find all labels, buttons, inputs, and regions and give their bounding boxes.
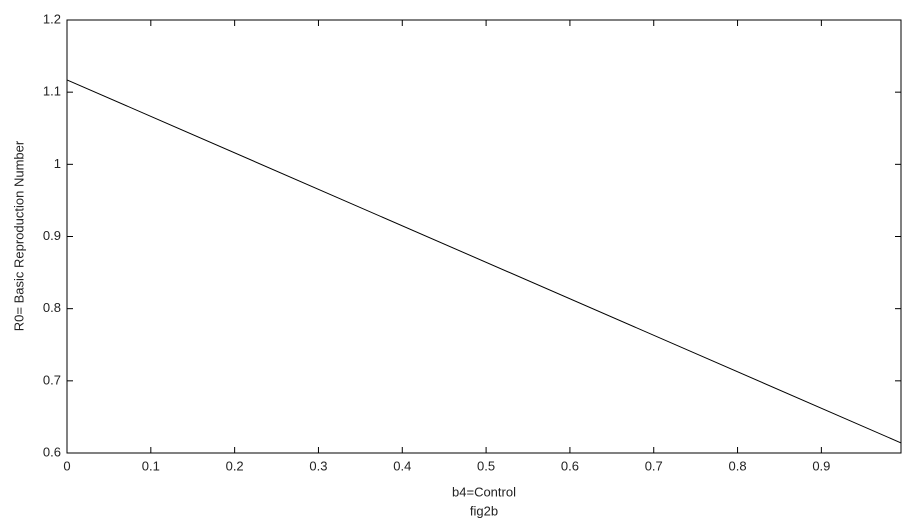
chart: b4=Control fig2b R0= Basic Reproduction … <box>0 0 902 527</box>
x-tick-label: 0.1 <box>142 458 160 473</box>
x-tick-label: 0.4 <box>393 458 411 473</box>
y-tick-label: 1 <box>54 156 61 171</box>
x-tick-label: 0.9 <box>812 458 830 473</box>
x-tick-label: 0.7 <box>645 458 663 473</box>
y-tick-label: 1.1 <box>43 84 61 99</box>
page: b4=Control fig2b R0= Basic Reproduction … <box>0 0 902 527</box>
caption: fig2b <box>470 503 498 518</box>
y-tick-label: 0.8 <box>43 300 61 315</box>
x-axis-label: b4=Control <box>452 484 516 499</box>
x-tick-label: 0.3 <box>309 458 327 473</box>
x-tick-label: 0 <box>63 458 70 473</box>
data-line <box>67 80 901 443</box>
x-tick-label: 0.5 <box>477 458 495 473</box>
y-axis-label: R0= Basic Reproduction Number <box>11 140 26 331</box>
y-tick-label: 1.2 <box>43 11 61 26</box>
y-tick-label: 0.9 <box>43 228 61 243</box>
x-tick-label: 0.2 <box>226 458 244 473</box>
x-tick-label: 0.6 <box>561 458 579 473</box>
y-tick-label: 0.7 <box>43 372 61 387</box>
y-tick-label: 0.6 <box>43 444 61 459</box>
x-tick-label: 0.8 <box>729 458 747 473</box>
